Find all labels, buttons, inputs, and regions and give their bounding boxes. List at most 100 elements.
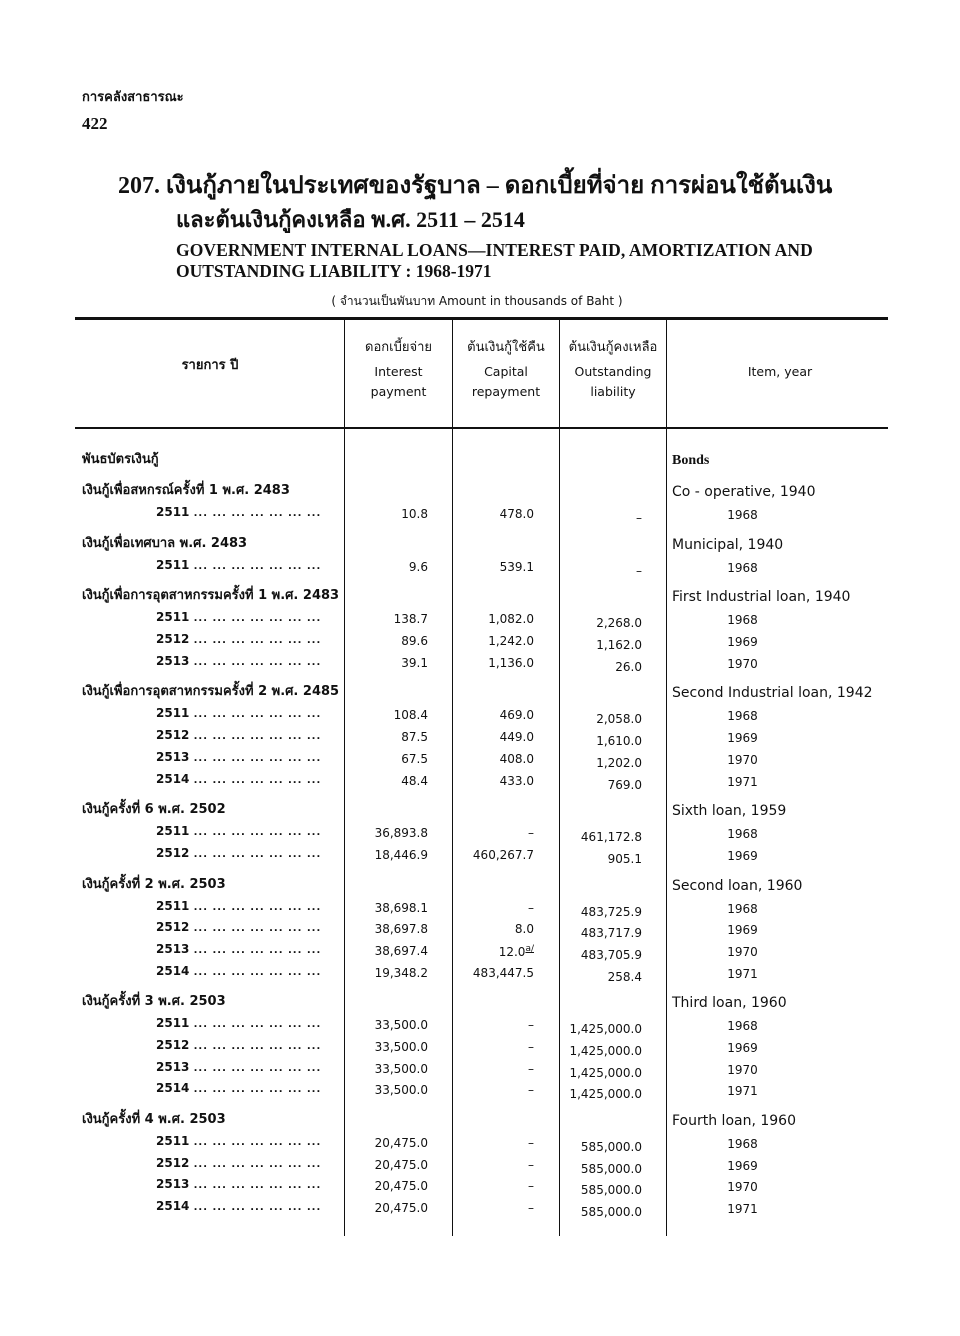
leader-dots: ... ... ... ... ... ... ... <box>193 656 322 668</box>
group-heading: เงินกู้ครั้งที่ 3 พ.ศ. 2503 Third loan, … <box>0 982 960 1013</box>
header-bottom-rule <box>75 427 888 429</box>
title-english-line1: GOVERNMENT INTERNAL LOANS—INTEREST PAID,… <box>176 240 813 260</box>
capital-value: – <box>528 826 534 841</box>
capital-value: – <box>528 900 534 915</box>
table-row: 2513 ... ... ... ... ... ... ... 67.5 40… <box>0 747 960 770</box>
group-en: Sixth loan, 1959 <box>672 803 787 820</box>
year-cell: 1968 <box>727 709 758 724</box>
capital-cell: 408.0 <box>500 752 534 766</box>
capital-cell: – <box>528 1040 534 1054</box>
row-be-year: 2512 ... ... ... ... ... ... ... <box>156 1038 321 1052</box>
leader-dots: ... ... ... ... ... ... ... <box>193 1158 322 1170</box>
group-thai: เงินกู้ครั้งที่ 3 พ.ศ. 2503 <box>82 994 226 1010</box>
table-row: 2512 ... ... ... ... ... ... ... 87.5 44… <box>0 725 960 749</box>
capital-cell: – <box>528 1136 534 1150</box>
leader-dots: ... ... ... ... ... ... ... <box>193 848 322 860</box>
table-row: 2511 ... ... ... ... ... ... ... 108.4 4… <box>0 703 960 726</box>
header-outstanding-en: Outstanding <box>574 364 652 379</box>
be-year: 2512 <box>156 845 190 860</box>
outstanding-cell: 585,000.0 <box>580 1161 642 1176</box>
leader-dots: ... ... ... ... ... ... ... <box>193 613 322 625</box>
year-cell: 1969 <box>727 1041 758 1055</box>
interest-cell: 20,475.0 <box>374 1136 428 1151</box>
leader-dots: ... ... ... ... ... ... ... <box>193 944 322 956</box>
year-cell: 1968 <box>727 560 758 575</box>
row-be-year: 2514 ... ... ... ... ... ... ... <box>156 772 321 786</box>
leader-dots: ... ... ... ... ... ... ... <box>193 1084 322 1096</box>
footnote-mark: a/ <box>525 943 534 954</box>
capital-cell: – <box>528 1083 534 1097</box>
table-row: 2512 ... ... ... ... ... ... ... 20,475.… <box>0 1153 960 1176</box>
be-year: 2511 <box>156 505 190 519</box>
group-en: Second Industrial loan, 1942 <box>672 685 873 702</box>
be-year: 2514 <box>156 771 190 786</box>
group-heading: เงินกู้ครั้งที่ 4 พ.ศ. 2503 Fourth loan,… <box>0 1100 960 1131</box>
row-be-year: 2511 ... ... ... ... ... ... ... <box>156 505 321 519</box>
outstanding-cell: 585,000.0 <box>580 1183 642 1198</box>
table-row: 2511 ... ... ... ... ... ... ... 138.7 1… <box>0 607 960 631</box>
table-row: 2512 ... ... ... ... ... ... ... 33,500.… <box>0 1035 960 1058</box>
capital-cell: – <box>528 1062 534 1076</box>
capital-cell: – <box>528 1018 534 1032</box>
outstanding-cell: 1,425,000.0 <box>569 1044 642 1058</box>
group-en: Municipal, 1940 <box>672 536 784 553</box>
be-year: 2511 <box>156 706 190 721</box>
be-year: 2514 <box>156 1199 190 1214</box>
be-year: 2511 <box>156 1016 190 1031</box>
outstanding-cell: 1,610.0 <box>596 734 642 749</box>
year-cell: 1969 <box>727 923 758 938</box>
outstanding-cell: 483,705.9 <box>580 947 642 962</box>
interest-cell: 138.7 <box>393 612 428 627</box>
year-cell: 1970 <box>727 1180 758 1195</box>
row-be-year: 2514 ... ... ... ... ... ... ... <box>156 964 321 978</box>
header-interest-thai: ดอกเบี้ยจ่าย <box>365 340 432 355</box>
year-cell: 1971 <box>727 774 758 789</box>
capital-value: 449.0 <box>499 730 534 745</box>
interest-cell: 33,500.0 <box>374 1061 428 1076</box>
group-thai: เงินกู้เพื่อการอุตสาหกรรมครั้งที่ 1 พ.ศ.… <box>82 588 340 604</box>
row-be-year: 2513 ... ... ... ... ... ... ... <box>156 1177 321 1191</box>
table-row: 2512 ... ... ... ... ... ... ... 38,697.… <box>0 917 960 940</box>
outstanding-cell: 2,268.0 <box>596 616 642 631</box>
capital-value: – <box>528 1061 534 1076</box>
interest-cell: 18,446.9 <box>374 847 428 862</box>
be-year: 2513 <box>156 653 190 668</box>
interest-cell: 20,475.0 <box>374 1179 428 1194</box>
table-top-rule <box>75 317 888 320</box>
running-head: การคลังสาธารณะ <box>82 90 184 105</box>
capital-value: – <box>528 1157 534 1172</box>
be-year: 2511 <box>156 1134 190 1149</box>
capital-cell: 469.0 <box>500 708 534 722</box>
row-be-year: 2511 ... ... ... ... ... ... ... <box>156 1016 321 1030</box>
outstanding-cell: 1,425,000.0 <box>569 1065 642 1080</box>
capital-cell: 1,136.0 <box>488 656 534 670</box>
group-en: Third loan, 1960 <box>672 995 787 1012</box>
group-heading: เงินกู้เพื่อสหกรณ์ครั้งที่ 1 พ.ศ. 2483 C… <box>0 471 960 502</box>
capital-cell: 449.0 <box>500 730 534 744</box>
header-item-en: Item, year <box>747 364 813 379</box>
interest-cell: 36,893.8 <box>374 826 428 841</box>
be-year: 2512 <box>156 1038 190 1052</box>
outstanding-cell: 1,425,000.0 <box>569 1087 642 1102</box>
capital-value: – <box>528 1179 534 1194</box>
row-be-year: 2512 ... ... ... ... ... ... ... <box>156 1156 321 1170</box>
capital-value: – <box>528 1201 534 1216</box>
outstanding-cell: – <box>636 563 642 578</box>
capital-value: 539.1 <box>499 559 534 574</box>
interest-cell: 67.5 <box>401 751 428 766</box>
header-outstanding: ต้นเงินกู้คงเหลือ Outstanding liability <box>560 338 666 402</box>
row-be-year: 2511 ... ... ... ... ... ... ... <box>156 558 321 572</box>
year-cell: 1968 <box>727 901 758 916</box>
capital-cell: 460,267.7 <box>473 848 534 862</box>
year-cell: 1968 <box>727 613 758 628</box>
row-be-year: 2514 ... ... ... ... ... ... ... <box>156 1199 321 1213</box>
capital-cell: 483,447.5 <box>473 966 534 980</box>
header-outstanding-thai: ต้นเงินกู้คงเหลือ <box>568 340 658 355</box>
interest-cell: 10.8 <box>401 507 428 521</box>
leader-dots: ... ... ... ... ... ... ... <box>193 508 322 519</box>
row-be-year: 2512 ... ... ... ... ... ... ... <box>156 920 321 934</box>
be-year: 2511 <box>156 610 190 625</box>
be-year: 2513 <box>156 1059 190 1074</box>
row-be-year: 2513 ... ... ... ... ... ... ... <box>156 750 321 764</box>
capital-cell: – <box>528 901 534 915</box>
